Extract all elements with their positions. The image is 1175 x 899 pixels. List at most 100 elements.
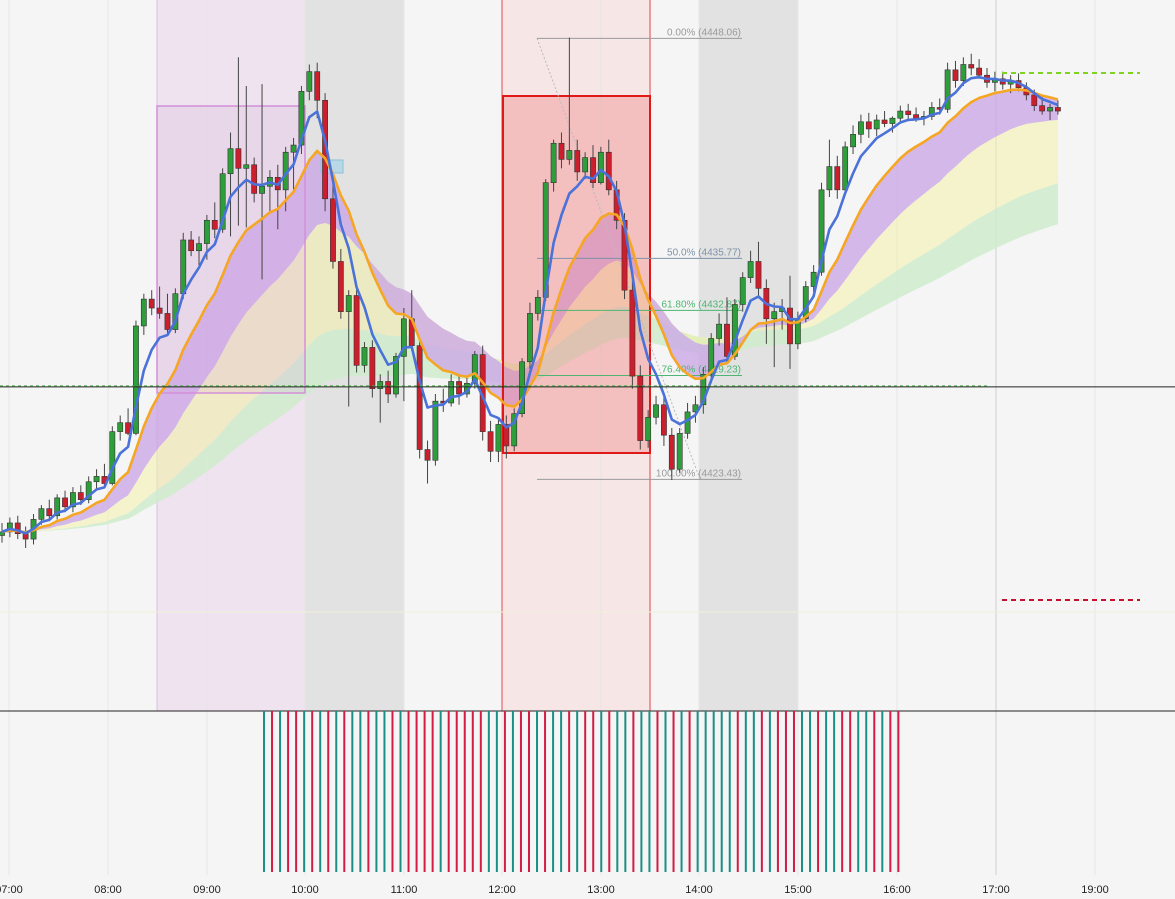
candle-body-72 [566, 150, 573, 160]
candle-body-38 [298, 91, 305, 146]
candle-body-93 [731, 304, 738, 357]
x-tick-label-5: 12:00 [488, 884, 516, 896]
candle-body-45 [353, 295, 360, 366]
fib-level-label-2: 61.80% (4432.87) [661, 299, 741, 310]
candle-body-95 [747, 261, 754, 278]
candle-body-21 [164, 313, 171, 330]
candle-body-37 [290, 144, 297, 153]
x-tick-label-7: 14:00 [685, 884, 713, 896]
candle-body-25 [196, 243, 202, 252]
candle-body-115 [905, 110, 912, 115]
candle-body-20 [156, 307, 163, 314]
fib-level-label-1: 50.0% (4435.77) [667, 247, 741, 258]
candle-body-118 [928, 107, 935, 117]
histogram-pane [0, 710, 1175, 872]
candle-body-105 [826, 166, 833, 191]
candle-body-47 [369, 347, 376, 389]
candle-body-85 [668, 434, 675, 470]
candle-body-40 [314, 71, 321, 101]
x-tick-label-0: 07:00 [0, 884, 23, 896]
candlestick-series [0, 37, 1061, 549]
candle-body-30 [235, 148, 242, 169]
candle-body-31 [243, 164, 250, 169]
candle-body-11 [85, 481, 92, 500]
candle-body-65 [511, 413, 518, 447]
fibonacci-retracement[interactable]: 0.00% (4448.06) 50.0% (4435.77) 61.80% (44… [536, 27, 742, 480]
cloud-fast [2, 89, 1058, 533]
candle-body-91 [716, 323, 722, 339]
candle-body-111 [873, 119, 880, 130]
candle-body-14 [109, 431, 116, 484]
x-tick-label-9: 16:00 [883, 884, 911, 896]
candle-body-100 [787, 307, 793, 345]
candle-body-124 [976, 67, 983, 76]
candle-body-53 [416, 345, 423, 450]
highlight-box-red[interactable] [502, 95, 651, 454]
candle-body-68 [534, 296, 541, 314]
candle-body-82 [645, 416, 652, 441]
x-tick-label-2: 09:00 [193, 884, 221, 896]
candle-body-73 [574, 150, 581, 173]
candle-body-5 [38, 508, 45, 520]
candle-body-43 [337, 261, 344, 312]
candle-body-58 [456, 381, 462, 395]
candle-body-104 [818, 189, 825, 273]
candle-body-74 [582, 157, 589, 173]
candle-body-46 [361, 347, 368, 366]
candle-body-122 [960, 64, 967, 81]
candle-body-44 [345, 295, 352, 312]
candle-body-63 [495, 424, 502, 452]
candle-body-12 [93, 476, 100, 483]
candle-body-133 [1047, 107, 1053, 112]
candle-body-134 [1055, 107, 1061, 112]
candle-body-89 [700, 374, 707, 406]
x-tick-label-1: 08:00 [94, 884, 122, 896]
candle-body-66 [519, 361, 525, 415]
candle-body-110 [865, 121, 872, 130]
candle-body-132 [1039, 105, 1046, 112]
fib-level-label-4: 100.00% (4423.43) [656, 468, 741, 479]
candle-body-107 [842, 146, 849, 191]
candle-body-19 [148, 298, 155, 309]
candle-body-24 [188, 239, 195, 252]
candle-body-87 [684, 411, 691, 434]
candle-body-112 [881, 119, 888, 124]
candle-body-39 [306, 71, 313, 92]
candle-body-6 [46, 508, 53, 517]
candle-body-121 [952, 69, 959, 81]
candle-body-42 [330, 198, 336, 262]
candle-body-9 [70, 492, 76, 508]
candle-body-18 [140, 298, 147, 327]
fib-level-label-3: 76.40% (4429.23) [661, 365, 741, 376]
x-tick-label-3: 10:00 [291, 884, 319, 896]
ema-fast-line [1, 75, 1059, 535]
price-lines [0, 72, 1175, 613]
time-axis: 07:00 08:00 09:00 10:00 11:00 12:00 13:00 14:00… [0, 884, 1109, 896]
candle-body-106 [834, 166, 841, 191]
x-tick-label-10: 17:00 [982, 884, 1010, 896]
candle-body-26 [203, 219, 210, 244]
candle-body-120 [944, 69, 951, 110]
candle-body-51 [400, 318, 407, 357]
candle-body-92 [724, 323, 730, 357]
candle-body-50 [393, 356, 399, 395]
candle-body-116 [913, 114, 919, 119]
candle-body-81 [637, 375, 644, 441]
candle-body-49 [385, 381, 392, 395]
x-tick-label-8: 15:00 [784, 884, 812, 896]
candle-body-55 [432, 400, 439, 461]
candle-body-33 [259, 185, 265, 194]
candle-body-64 [503, 424, 510, 447]
candle-body-15 [117, 422, 124, 432]
candle-body-54 [424, 449, 431, 461]
candle-body-29 [227, 148, 234, 175]
ema-clouds [2, 89, 1058, 533]
x-tick-label-6: 13:00 [587, 884, 615, 896]
candle-body-84 [661, 404, 667, 436]
candle-body-8 [62, 497, 68, 508]
candle-body-96 [755, 261, 762, 289]
candle-body-48 [377, 381, 384, 389]
candle-body-17 [133, 325, 139, 434]
